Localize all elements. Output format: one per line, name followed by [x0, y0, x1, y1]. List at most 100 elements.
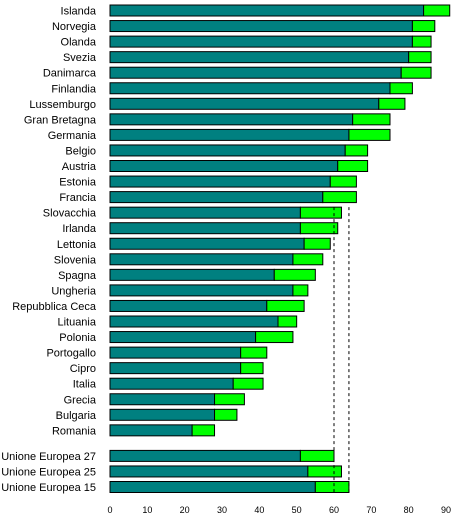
bar-segment-1 [109, 113, 354, 126]
category-label: Unione Europea 25 [1, 466, 96, 478]
bar-segment-2 [314, 481, 350, 493]
category-label: Bulgaria [56, 410, 97, 422]
bar-segment-2 [423, 4, 451, 17]
category-label: Lettonia [57, 239, 97, 251]
bar-segment-2 [292, 284, 309, 297]
bar-segment-1 [109, 299, 268, 312]
category-label: Grecia [64, 394, 97, 406]
x-tick-label: 50 [292, 505, 302, 515]
bar-segment-2 [299, 206, 342, 219]
category-label: Finlandia [51, 83, 97, 95]
bar-segment-2 [307, 465, 342, 478]
bar-segment-2 [232, 377, 264, 390]
bar-segment-2 [337, 160, 369, 172]
category-label: Belgio [65, 145, 96, 157]
bar-segment-2 [411, 20, 436, 33]
category-label: Ungheria [51, 285, 97, 297]
bar-segment-1 [109, 284, 294, 297]
category-label: Cipro [70, 363, 96, 375]
bar-segment-1 [109, 206, 301, 219]
bar-segment-2 [191, 424, 216, 437]
bar-segment-1 [109, 222, 301, 235]
category-label: Olanda [61, 37, 97, 49]
bar-segment-2 [348, 128, 391, 141]
category-label: Lussemburgo [29, 99, 96, 111]
x-tick-label: 90 [441, 505, 451, 515]
bar-segment-1 [109, 97, 380, 110]
bar-segment-1 [109, 144, 346, 157]
bar-segment-1 [109, 51, 410, 64]
bar-segment-1 [109, 128, 350, 141]
bar-segment-1 [109, 449, 301, 462]
bar-segment-2 [292, 253, 324, 266]
category-label: Danimarca [43, 68, 97, 80]
x-tick-label: 10 [142, 505, 152, 515]
bar-segment-2 [299, 222, 339, 235]
x-tick-label: 0 [107, 505, 112, 515]
bar-segment-2 [277, 315, 298, 328]
bar-segment-1 [109, 465, 309, 478]
x-tick-label: 70 [366, 505, 376, 515]
category-label: Estonia [59, 177, 97, 189]
bar-segment-1 [109, 331, 257, 344]
bar-segment-1 [109, 253, 294, 266]
bar-segment-1 [109, 393, 216, 406]
category-label: Portogallo [46, 348, 96, 360]
category-label: Norvegia [52, 21, 97, 33]
category-label: Repubblica Ceca [12, 301, 97, 313]
bar-segment-1 [109, 82, 391, 95]
x-tick-label: 20 [180, 505, 190, 515]
bar-segment-1 [109, 424, 193, 437]
category-label: Gran Bretagna [24, 114, 97, 126]
bar-segment-1 [109, 408, 216, 421]
bar-segment-1 [109, 66, 402, 79]
bar-segment-2 [240, 346, 268, 359]
category-label: Unione Europea 27 [1, 451, 96, 463]
bar-segment-1 [109, 160, 339, 172]
category-label: Italia [73, 379, 97, 391]
bar-segment-1 [109, 268, 275, 281]
x-tick-label: 40 [254, 505, 264, 515]
bar-segment-1 [109, 237, 305, 250]
bar-segment-2 [411, 35, 432, 48]
bar-segment-1 [109, 175, 331, 188]
bar-segment-2 [329, 175, 357, 188]
bar-segment-2 [299, 449, 335, 462]
bar-segment-2 [266, 299, 305, 312]
category-label: Romania [52, 425, 97, 437]
category-label: Germania [48, 130, 97, 142]
bar-segment-2 [240, 362, 264, 375]
bar-segment-1 [109, 362, 242, 375]
bar-segment-2 [400, 66, 432, 79]
category-label: Unione Europea 15 [1, 482, 96, 494]
category-label: Lituania [57, 317, 96, 329]
bar-segment-2 [352, 113, 391, 126]
bar-segment-2 [408, 51, 432, 64]
x-tick-label: 60 [329, 505, 339, 515]
x-tick-label: 80 [404, 505, 414, 515]
bar-segment-1 [109, 481, 316, 493]
bar-segment-1 [109, 377, 234, 390]
bar-segment-1 [109, 191, 324, 204]
bar-segment-1 [109, 20, 413, 33]
bar-segment-2 [322, 191, 357, 204]
bar-segment-2 [378, 97, 406, 110]
bar-segment-2 [214, 408, 238, 421]
category-label: Slovacchia [43, 208, 97, 220]
category-label: Francia [59, 192, 97, 204]
bar-segment-1 [109, 346, 242, 359]
bar-segment-1 [109, 315, 279, 328]
category-label: Islanda [61, 6, 97, 18]
category-label: Austria [62, 161, 97, 173]
category-label: Irlanda [62, 223, 97, 235]
bar-segment-1 [109, 35, 413, 48]
category-label: Polonia [59, 332, 97, 344]
bar-segment-2 [255, 331, 294, 344]
x-tick-label: 30 [217, 505, 227, 515]
bar-segment-2 [214, 393, 245, 406]
bar-segment-2 [273, 268, 316, 281]
category-label: Spagna [58, 270, 97, 282]
bar-segment-1 [109, 4, 425, 17]
bar-segment-2 [344, 144, 369, 157]
